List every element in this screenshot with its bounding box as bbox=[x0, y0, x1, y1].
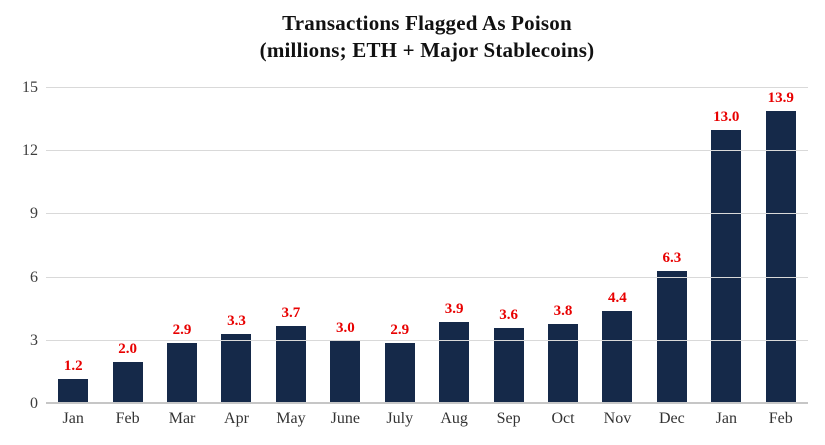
x-tick-label: Apr bbox=[224, 410, 249, 427]
bar bbox=[330, 340, 361, 404]
bar bbox=[58, 378, 89, 404]
bar-value-label: 13.9 bbox=[767, 90, 794, 107]
gridline bbox=[46, 213, 808, 215]
x-axis-line bbox=[46, 402, 808, 404]
bar bbox=[656, 271, 687, 404]
bar bbox=[711, 130, 742, 404]
bar bbox=[548, 323, 578, 404]
x-tick-label: July bbox=[386, 410, 414, 427]
bar-value-label: 3.3 bbox=[227, 313, 246, 330]
gridline bbox=[46, 276, 808, 278]
bar-value-label: 1.2 bbox=[63, 357, 83, 374]
bar-value-label: 3.0 bbox=[335, 319, 355, 336]
bar-column: 13.9 bbox=[753, 88, 807, 404]
bar-value-label: 2.9 bbox=[172, 321, 192, 338]
chart-title-line2: (millions; ETH + Major Stablecoins) bbox=[259, 38, 595, 62]
bar bbox=[275, 326, 306, 404]
bar bbox=[384, 342, 415, 404]
bar-value-label: 3.6 bbox=[499, 307, 518, 324]
bar-value-label: 3.7 bbox=[281, 305, 301, 322]
chart-title-line1: Transactions Flagged As Poison bbox=[282, 11, 572, 35]
y-tick-label: 12 bbox=[22, 142, 38, 160]
bar-column: 3.8 bbox=[536, 88, 590, 404]
bar-column: 3.6 bbox=[481, 88, 535, 404]
bar-column: 2.9 bbox=[155, 88, 209, 404]
bars-row: 1.2 2.0 2.9 3.3 3.7 3.0 2.9 3.9 3.6 3.8 4.4 6.3 13.0… bbox=[46, 88, 808, 404]
bar-value-label: 2.0 bbox=[118, 340, 137, 357]
y-tick-label: 0 bbox=[30, 395, 38, 412]
plot-area: 1.2 2.0 2.9 3.3 3.7 3.0 2.9 3.9 3.6 3.8 4.4 6.3 13.0… bbox=[46, 87, 808, 404]
x-tick-label: Nov bbox=[603, 410, 632, 427]
bar-value-label: 6.3 bbox=[662, 250, 682, 267]
y-tick-label: 3 bbox=[30, 331, 38, 349]
x-tick-label: Sep bbox=[496, 410, 521, 427]
gridline bbox=[46, 87, 808, 88]
x-tick-label: June bbox=[330, 410, 360, 427]
bar-value-label: 3.8 bbox=[553, 302, 573, 319]
bar-column: 1.2 bbox=[46, 88, 100, 404]
x-tick-label: May bbox=[276, 410, 306, 427]
y-tick-label: 15 bbox=[22, 79, 38, 96]
y-axis: 0 3 6 9 12 15 bbox=[0, 80, 38, 412]
x-tick-label: Jan bbox=[62, 410, 84, 427]
chart-title: Transactions Flagged As Poison (millions… bbox=[46, 10, 808, 64]
bar-column: 3.3 bbox=[209, 88, 263, 404]
y-tick-label: 6 bbox=[30, 268, 38, 286]
x-tick-label: Aug bbox=[440, 410, 468, 427]
x-tick-label: Jan bbox=[715, 410, 737, 427]
bar-column: 2.9 bbox=[373, 88, 427, 404]
gridline bbox=[46, 150, 808, 152]
bar bbox=[112, 361, 143, 404]
bar bbox=[439, 321, 470, 404]
x-tick-label: Feb bbox=[768, 410, 793, 427]
bar-column: 3.7 bbox=[264, 88, 318, 404]
bar-column: 4.4 bbox=[590, 88, 644, 404]
bar bbox=[221, 334, 252, 404]
bar-column: 3.0 bbox=[318, 88, 372, 404]
bar-value-label: 2.9 bbox=[390, 321, 410, 338]
bar-value-label: 3.9 bbox=[444, 300, 464, 317]
bar-column: 6.3 bbox=[645, 88, 699, 404]
x-tick-label: Feb bbox=[115, 410, 140, 427]
bar-column: 13.0 bbox=[699, 88, 753, 404]
bar bbox=[765, 111, 796, 404]
bar bbox=[602, 311, 633, 404]
bar-column: 3.9 bbox=[427, 88, 481, 404]
bar-value-label: 13.0 bbox=[713, 109, 740, 126]
bar-column: 2.0 bbox=[100, 88, 154, 404]
bar-value-label: 4.4 bbox=[608, 290, 627, 307]
x-tick-label: Oct bbox=[551, 410, 575, 427]
bar bbox=[167, 342, 198, 404]
x-axis: Jan Feb Mar Apr May June July Aug Sep Oct Nov Dec Ja… bbox=[46, 410, 808, 428]
gridline bbox=[46, 339, 808, 341]
y-tick-label: 9 bbox=[30, 205, 38, 223]
x-tick-label: Mar bbox=[168, 410, 196, 427]
x-tick-label: Dec bbox=[658, 410, 685, 427]
